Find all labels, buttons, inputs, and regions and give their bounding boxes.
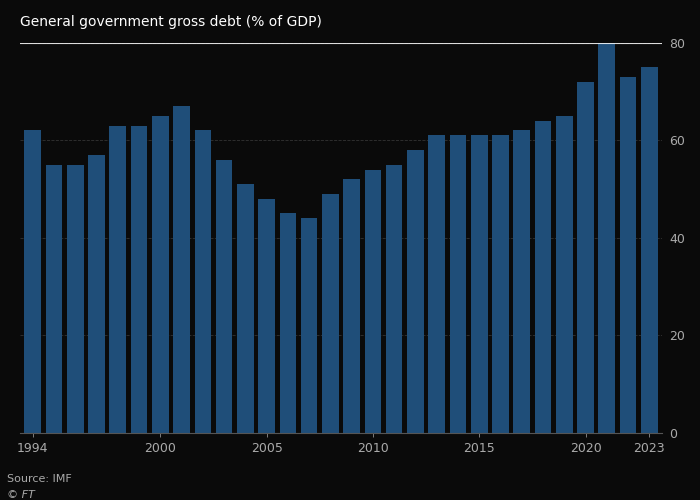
Bar (195, 130, 211, 433)
Bar (407, 150, 424, 433)
Bar (449, 136, 466, 433)
Bar (556, 116, 573, 433)
Bar (471, 136, 487, 433)
Bar (216, 160, 232, 433)
Bar (344, 180, 360, 433)
Bar (386, 164, 402, 433)
Bar (258, 199, 275, 433)
Bar (492, 136, 509, 433)
Bar (174, 106, 190, 433)
Bar (620, 77, 636, 433)
Bar (279, 214, 296, 433)
Bar (152, 116, 169, 433)
Bar (598, 33, 615, 433)
Bar (131, 126, 147, 433)
Bar (428, 136, 445, 433)
Bar (67, 164, 83, 433)
Bar (322, 194, 339, 433)
Bar (641, 67, 657, 433)
Bar (301, 218, 317, 433)
Text: General government gross debt (% of GDP): General government gross debt (% of GDP) (20, 15, 322, 29)
Bar (237, 184, 253, 433)
Bar (578, 82, 594, 433)
Bar (513, 130, 530, 433)
Bar (535, 120, 552, 433)
Bar (109, 126, 126, 433)
Bar (25, 130, 41, 433)
Bar (46, 164, 62, 433)
Text: © FT: © FT (7, 490, 35, 500)
Bar (88, 155, 105, 433)
Bar (365, 170, 382, 433)
Text: Source: IMF: Source: IMF (7, 474, 71, 484)
